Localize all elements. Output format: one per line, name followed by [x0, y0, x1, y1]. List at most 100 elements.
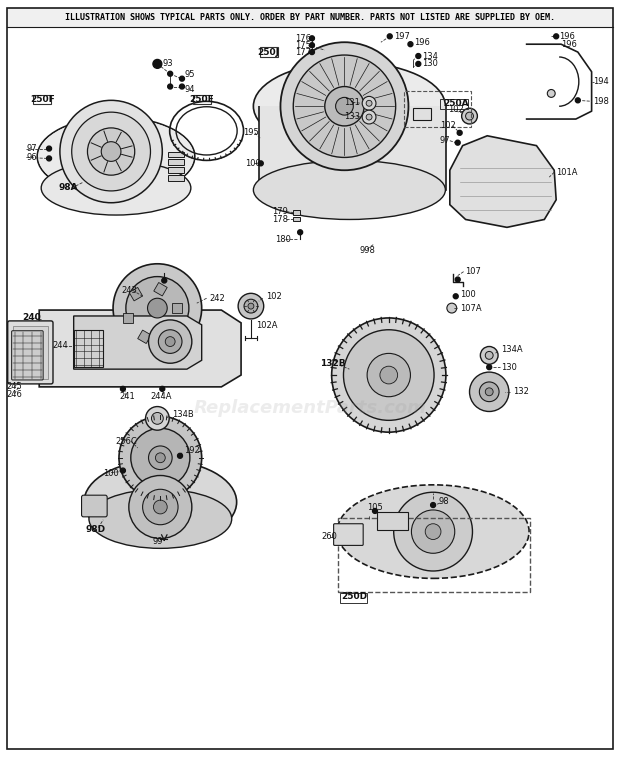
Text: 244: 244 — [52, 341, 68, 350]
Circle shape — [151, 413, 163, 424]
Circle shape — [180, 76, 185, 81]
Circle shape — [168, 71, 172, 76]
Circle shape — [380, 366, 397, 384]
Circle shape — [447, 303, 457, 313]
Polygon shape — [74, 316, 202, 369]
Text: 196: 196 — [414, 38, 430, 47]
Circle shape — [156, 453, 166, 463]
Text: 998: 998 — [359, 247, 375, 255]
Circle shape — [46, 146, 51, 151]
Text: 102: 102 — [266, 291, 281, 301]
Text: 100: 100 — [103, 469, 119, 478]
Circle shape — [166, 337, 175, 347]
Text: 194: 194 — [593, 77, 609, 86]
Bar — [123, 313, 133, 323]
Circle shape — [487, 365, 492, 369]
Text: 102: 102 — [448, 104, 464, 114]
Circle shape — [466, 112, 474, 120]
Text: 133: 133 — [345, 111, 360, 120]
Circle shape — [131, 428, 190, 488]
Circle shape — [462, 108, 477, 124]
Circle shape — [298, 230, 303, 235]
Text: 180: 180 — [275, 235, 291, 244]
Circle shape — [388, 34, 392, 39]
Text: 100: 100 — [459, 290, 476, 299]
Text: 107A: 107A — [459, 304, 481, 313]
Text: 102A: 102A — [256, 321, 277, 330]
Text: 250A: 250A — [443, 98, 469, 107]
Text: 93: 93 — [162, 59, 173, 68]
Text: 130: 130 — [422, 59, 438, 68]
Text: 175: 175 — [295, 41, 311, 50]
Text: 192: 192 — [184, 447, 200, 456]
Bar — [154, 282, 167, 296]
Circle shape — [575, 98, 580, 103]
Ellipse shape — [38, 118, 194, 195]
Text: 131: 131 — [345, 98, 360, 107]
Circle shape — [153, 500, 167, 514]
Text: 176: 176 — [295, 34, 311, 43]
Text: 94: 94 — [185, 85, 195, 94]
Circle shape — [149, 320, 192, 363]
Text: 195: 195 — [243, 129, 259, 137]
Text: 96: 96 — [27, 153, 37, 162]
Text: 107: 107 — [466, 267, 482, 276]
Ellipse shape — [254, 62, 445, 151]
Bar — [337, 518, 529, 592]
Ellipse shape — [84, 460, 237, 544]
Text: 97: 97 — [27, 144, 37, 153]
Text: 95: 95 — [185, 70, 195, 79]
Bar — [33, 95, 51, 104]
Circle shape — [416, 54, 421, 58]
Ellipse shape — [41, 161, 191, 215]
Circle shape — [335, 98, 353, 115]
Circle shape — [332, 318, 446, 432]
Circle shape — [126, 276, 189, 340]
Circle shape — [72, 112, 151, 191]
Bar — [414, 108, 431, 120]
Text: 98D: 98D — [86, 525, 105, 534]
Bar — [168, 167, 184, 173]
FancyBboxPatch shape — [82, 495, 107, 517]
Bar — [168, 175, 184, 181]
Text: 246: 246 — [7, 391, 22, 399]
Circle shape — [87, 128, 135, 175]
Text: 99: 99 — [153, 537, 163, 546]
Text: 130: 130 — [501, 363, 517, 372]
Ellipse shape — [37, 117, 195, 196]
Text: ReplacementParts.com: ReplacementParts.com — [193, 399, 427, 417]
Circle shape — [366, 114, 372, 120]
Bar — [293, 210, 300, 214]
Text: 242: 242 — [210, 294, 225, 303]
Circle shape — [244, 299, 258, 313]
Circle shape — [431, 503, 435, 507]
Circle shape — [547, 89, 555, 98]
Text: 134A: 134A — [501, 345, 523, 354]
Circle shape — [101, 142, 121, 161]
Circle shape — [309, 36, 314, 41]
Circle shape — [412, 510, 454, 553]
Text: 134B: 134B — [172, 410, 194, 419]
Text: 240: 240 — [22, 313, 41, 322]
Ellipse shape — [337, 484, 529, 578]
Circle shape — [160, 386, 165, 391]
Text: 250D: 250D — [342, 592, 368, 601]
Circle shape — [425, 524, 441, 540]
Circle shape — [457, 130, 462, 136]
Circle shape — [177, 453, 182, 458]
Text: 102: 102 — [440, 121, 456, 130]
Bar — [168, 151, 184, 157]
Text: 250E: 250E — [189, 95, 214, 104]
Circle shape — [455, 140, 460, 145]
Text: 260: 260 — [322, 532, 338, 541]
Text: 101A: 101A — [556, 168, 578, 176]
Circle shape — [343, 330, 434, 420]
Circle shape — [325, 86, 364, 126]
Circle shape — [469, 372, 509, 412]
Circle shape — [120, 468, 125, 473]
Circle shape — [119, 416, 202, 499]
Bar — [260, 47, 278, 57]
Circle shape — [180, 84, 185, 89]
Text: 245: 245 — [7, 382, 22, 391]
Circle shape — [259, 161, 263, 166]
